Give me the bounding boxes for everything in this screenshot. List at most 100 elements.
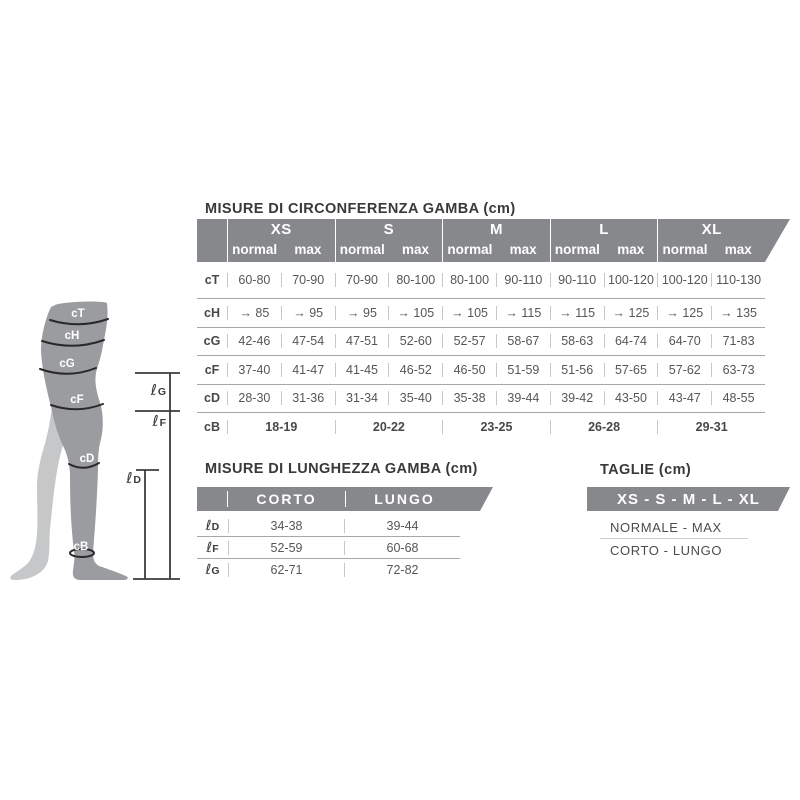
cd-label: cD: [80, 453, 95, 465]
circ-cell: 58-63: [549, 334, 604, 349]
circ-subheader-label: normal: [232, 242, 278, 257]
circ-row-label: cD: [204, 391, 220, 406]
circ-subheader-label: max: [294, 242, 322, 257]
circ-size-label: XS: [270, 221, 292, 238]
length-cell: 52-59: [228, 540, 344, 555]
length-table-row: ℓG 62-71 72-82: [197, 559, 460, 581]
circ-table-row: cD 28-30 31-36 31-34 35-40 35-38 39-44 39-42 43-…: [197, 385, 765, 413]
cf-label: cF: [70, 394, 83, 406]
length-col-corto: CORTO: [227, 491, 345, 507]
circ-cell: 57-65: [603, 362, 658, 377]
circ-subheader-label: max: [402, 242, 430, 257]
circ-cell-span: 20-22: [334, 419, 443, 434]
length-row-label: ℓF: [197, 539, 228, 557]
circ-subheader-label: normal: [662, 242, 708, 257]
circ-cell: → 135: [711, 305, 765, 320]
circ-subheader-row: normal max: [336, 240, 443, 260]
circ-cell: 48-55: [711, 391, 765, 406]
length-row-letter: D: [211, 520, 220, 533]
header-label-spacer: [197, 219, 227, 262]
circ-cell: 31-36: [280, 391, 335, 406]
circ-subheader-row: normal max: [551, 240, 658, 260]
length-cell: 60-68: [344, 540, 460, 555]
circumference-table-body: cT 60-80 70-90 70-90 80-100 80-100 90-110 90-11…: [197, 262, 765, 441]
length-cell: 62-71: [228, 563, 344, 577]
circ-cell: → 85: [227, 305, 281, 320]
leg-front-silhouette: [41, 301, 128, 580]
circ-cell: 90-110: [495, 273, 550, 287]
circ-cell: 35-40: [388, 391, 442, 406]
circ-cell-span: 29-31: [657, 419, 765, 434]
circ-cell: 100-120: [657, 273, 711, 287]
length-table-row: ℓD 34-38 39-44: [197, 515, 460, 537]
sizes-band: XS - S - M - L - XL: [587, 487, 790, 511]
circ-table-row-cb: cB 18-19 20-22 23-25 26-28 29-31: [197, 413, 765, 441]
length-col-lungo: LUNGO: [345, 491, 463, 507]
circ-cell: 51-56: [549, 362, 604, 377]
circ-cell: 35-38: [442, 391, 496, 406]
circ-cell: 39-42: [549, 391, 604, 406]
circ-cell: 41-47: [280, 362, 335, 377]
circ-cell: → 115: [495, 305, 550, 320]
length-cell: 72-82: [344, 563, 460, 577]
circ-cell: 51-59: [495, 362, 550, 377]
circ-cell: 41-45: [334, 362, 389, 377]
cb-label: cB: [74, 541, 89, 553]
ct-label: cT: [71, 308, 84, 320]
circ-cell: 43-50: [603, 391, 658, 406]
circ-cell: 47-54: [280, 334, 335, 349]
sizes-band-label: XS - S - M - L - XL: [617, 490, 760, 508]
circ-cell: 52-57: [442, 334, 496, 349]
circumference-table-title: MISURE DI CIRCONFERENZA GAMBA (cm): [205, 201, 516, 217]
circ-row-label: cH: [204, 305, 220, 320]
circ-subheader-row: normal max: [443, 240, 550, 260]
ld-length-label: ℓD: [125, 469, 141, 487]
circ-cell: 47-51: [334, 334, 389, 349]
length-table-row: ℓF 52-59 60-68: [197, 537, 460, 559]
circ-table-row: cH → 85 → 95 → 95 → 105 → 105 → 115 → 115 → 125 →…: [197, 299, 765, 328]
circ-size-group: XL normal max: [657, 219, 765, 262]
circ-subheader-row: normal max: [228, 240, 335, 260]
script-l-glyph: ℓ: [205, 517, 212, 534]
ch-arc: [41, 339, 105, 347]
circ-cell: 70-90: [280, 273, 335, 287]
sizes-panel-title: TAGLIE (cm): [600, 462, 692, 478]
script-l-glyph: ℓ: [205, 562, 212, 578]
circ-size-label: M: [489, 221, 503, 238]
cb-ellipse: [69, 548, 95, 558]
length-cell: 39-44: [344, 518, 460, 533]
length-table-header: CORTO LUNGO: [197, 487, 493, 511]
circ-cell-span: 23-25: [442, 419, 550, 434]
circ-cell: 28-30: [227, 391, 281, 406]
length-row-label: ℓG: [197, 561, 228, 579]
length-row-label: ℓD: [197, 517, 228, 535]
circ-subheader-label: max: [617, 242, 645, 257]
circ-size-group: XS normal max: [227, 219, 335, 262]
cf-arc: [50, 403, 104, 411]
ch-label: cH: [65, 330, 80, 342]
circ-table-row: cF 37-40 41-47 41-45 46-52 46-50 51-59 51-56 57-…: [197, 356, 765, 385]
length-table-body: ℓD 34-38 39-44 ℓF 52-59 60-68 ℓG 62-71 72-82: [197, 515, 460, 581]
circ-cell: 71-83: [711, 334, 765, 349]
circ-cell: 90-110: [549, 273, 604, 287]
circ-cell: 64-70: [657, 334, 711, 349]
circ-cell: → 125: [603, 305, 658, 320]
circ-table-row: cG 42-46 47-54 47-51 52-60 52-57 58-67 58-63 64-…: [197, 328, 765, 356]
sizes-corto-lungo: CORTO - LUNGO: [610, 543, 723, 558]
circ-cell: 46-50: [442, 362, 496, 377]
cd-arc: [68, 462, 100, 469]
circ-cell: → 95: [334, 305, 389, 320]
circ-cell: → 95: [280, 305, 335, 320]
cg-label: cG: [59, 358, 74, 370]
length-measure-lines: [133, 372, 180, 580]
circ-cell: 42-46: [227, 334, 281, 349]
length-cell: 34-38: [228, 518, 344, 533]
circ-cell: 37-40: [227, 362, 281, 377]
circ-cell: 80-100: [442, 273, 496, 287]
circ-size-label: XL: [701, 221, 722, 238]
